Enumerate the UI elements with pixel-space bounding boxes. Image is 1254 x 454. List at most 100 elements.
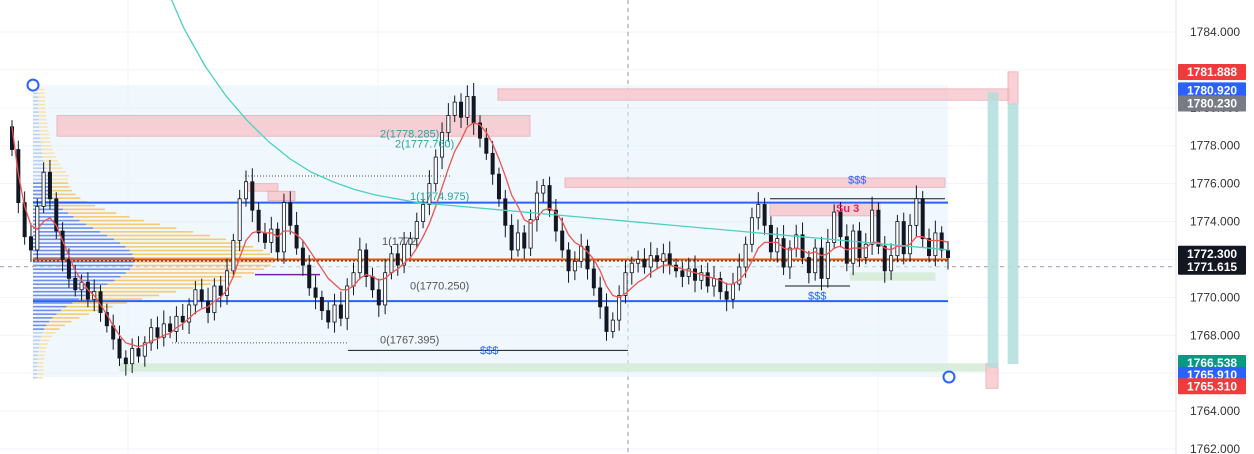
profile-bar-down [38,103,46,106]
candle-body [66,259,71,279]
profile-bar-down [39,122,48,125]
candle-body [319,296,324,312]
profile-bar-up [33,227,94,229]
demand-zone [119,363,991,372]
profile-bar-up [33,156,43,158]
candle-body [705,272,710,287]
profile-bar-down [37,362,44,364]
candle-body [534,192,539,221]
profile-bar-down [39,133,50,136]
candle-body [680,270,685,277]
candle-body [28,236,33,251]
candle-body [326,310,331,323]
red-moving-average [11,122,949,348]
profile-bar-up [33,257,135,259]
candle-body [193,289,198,306]
profile-bar-down [130,268,264,271]
price-tick-label: 1762.000 [1190,442,1240,454]
profile-bar-down [41,148,54,151]
profile-bar-down [47,178,69,181]
profile-bar-down [37,96,45,98]
profile-bar-up [33,253,133,256]
candle-body [838,211,843,238]
candle-body [920,198,925,240]
profile-bar-down [38,115,47,117]
price-tick-label: 1764.000 [1190,404,1240,418]
candle-body [882,245,887,272]
candle-body [155,327,160,338]
profile-bar-down [132,264,271,267]
profile-bar-down [67,212,117,214]
supply-zone [267,190,296,202]
profile-bar-up [33,208,64,211]
profile-bar-up [33,174,49,177]
profile-bar-up [33,362,38,364]
candle-body [623,272,628,296]
profile-bar-up [33,305,67,308]
candle-body [781,238,786,268]
candle-body [819,247,824,279]
price-tick-label: 1768.000 [1190,328,1240,342]
candle-body [243,181,248,200]
candle-body [914,198,919,226]
level-label: 0(1770.250) [410,281,469,293]
profile-bar-down [120,242,241,244]
price-tag-bg [1178,258,1246,275]
profile-bar-down [59,204,96,207]
profile-bar-up [33,249,130,252]
profile-bar-down [107,234,211,237]
anchor-handle [26,78,40,92]
candle-body [667,253,672,266]
profile-bar-down [66,305,113,308]
price-tag-bg [1178,245,1246,262]
liquidity-label: $$$ [480,345,498,357]
profile-bar-up [33,204,60,207]
profile-bar-up [33,320,50,323]
profile-bar-up [33,347,39,349]
profile-bar-up [33,216,74,218]
profile-bar-down [49,189,72,192]
annotations: 2(1778.285)2(1777.760) 1(1774.975) 1(1772.… [26,78,956,384]
candle-body [370,276,375,291]
price-axis[interactable]: 1784.0001782.0001780.0001778.0001776.000… [1175,0,1254,454]
profile-bar-down [114,279,227,282]
candle-body [22,202,27,238]
profile-bar-up [33,313,57,315]
candle-body [756,204,761,219]
profile-bar-up [33,152,43,155]
candle-body [579,245,584,262]
candle-body [294,224,299,249]
profile-bar-up [33,302,73,304]
candle-body [332,304,337,323]
profile-bar-up [33,182,48,184]
profile-bar-down [129,249,264,252]
candle-body [528,219,533,249]
level-label: 1(1774.975) [410,191,469,203]
candle-body [515,232,520,251]
candle-body [281,202,286,253]
profile-bar-down [39,339,50,342]
profile-bar-down [61,309,100,312]
profile-bar-down [47,182,69,184]
target-box [1007,71,1019,105]
moving-averages [11,0,951,348]
profile-bar-down [125,272,255,274]
candle-body [927,238,932,257]
profile-bar-up [33,118,39,121]
profile-bar-down [37,373,44,375]
price-tag-bg [1178,64,1246,81]
candle-body [117,338,122,359]
profile-bar-down [132,253,271,256]
candle-body [364,249,369,277]
profile-bar-down [48,186,70,188]
candle-body [300,247,305,266]
price-tick-label: 1776.000 [1190,177,1240,191]
candle-body [585,245,590,270]
candle-body [313,287,318,298]
profile-bar-down [38,107,46,110]
candle-body [459,101,464,118]
profile-bar-up [33,111,39,113]
candle-body [566,249,571,272]
candle-body [832,211,837,243]
